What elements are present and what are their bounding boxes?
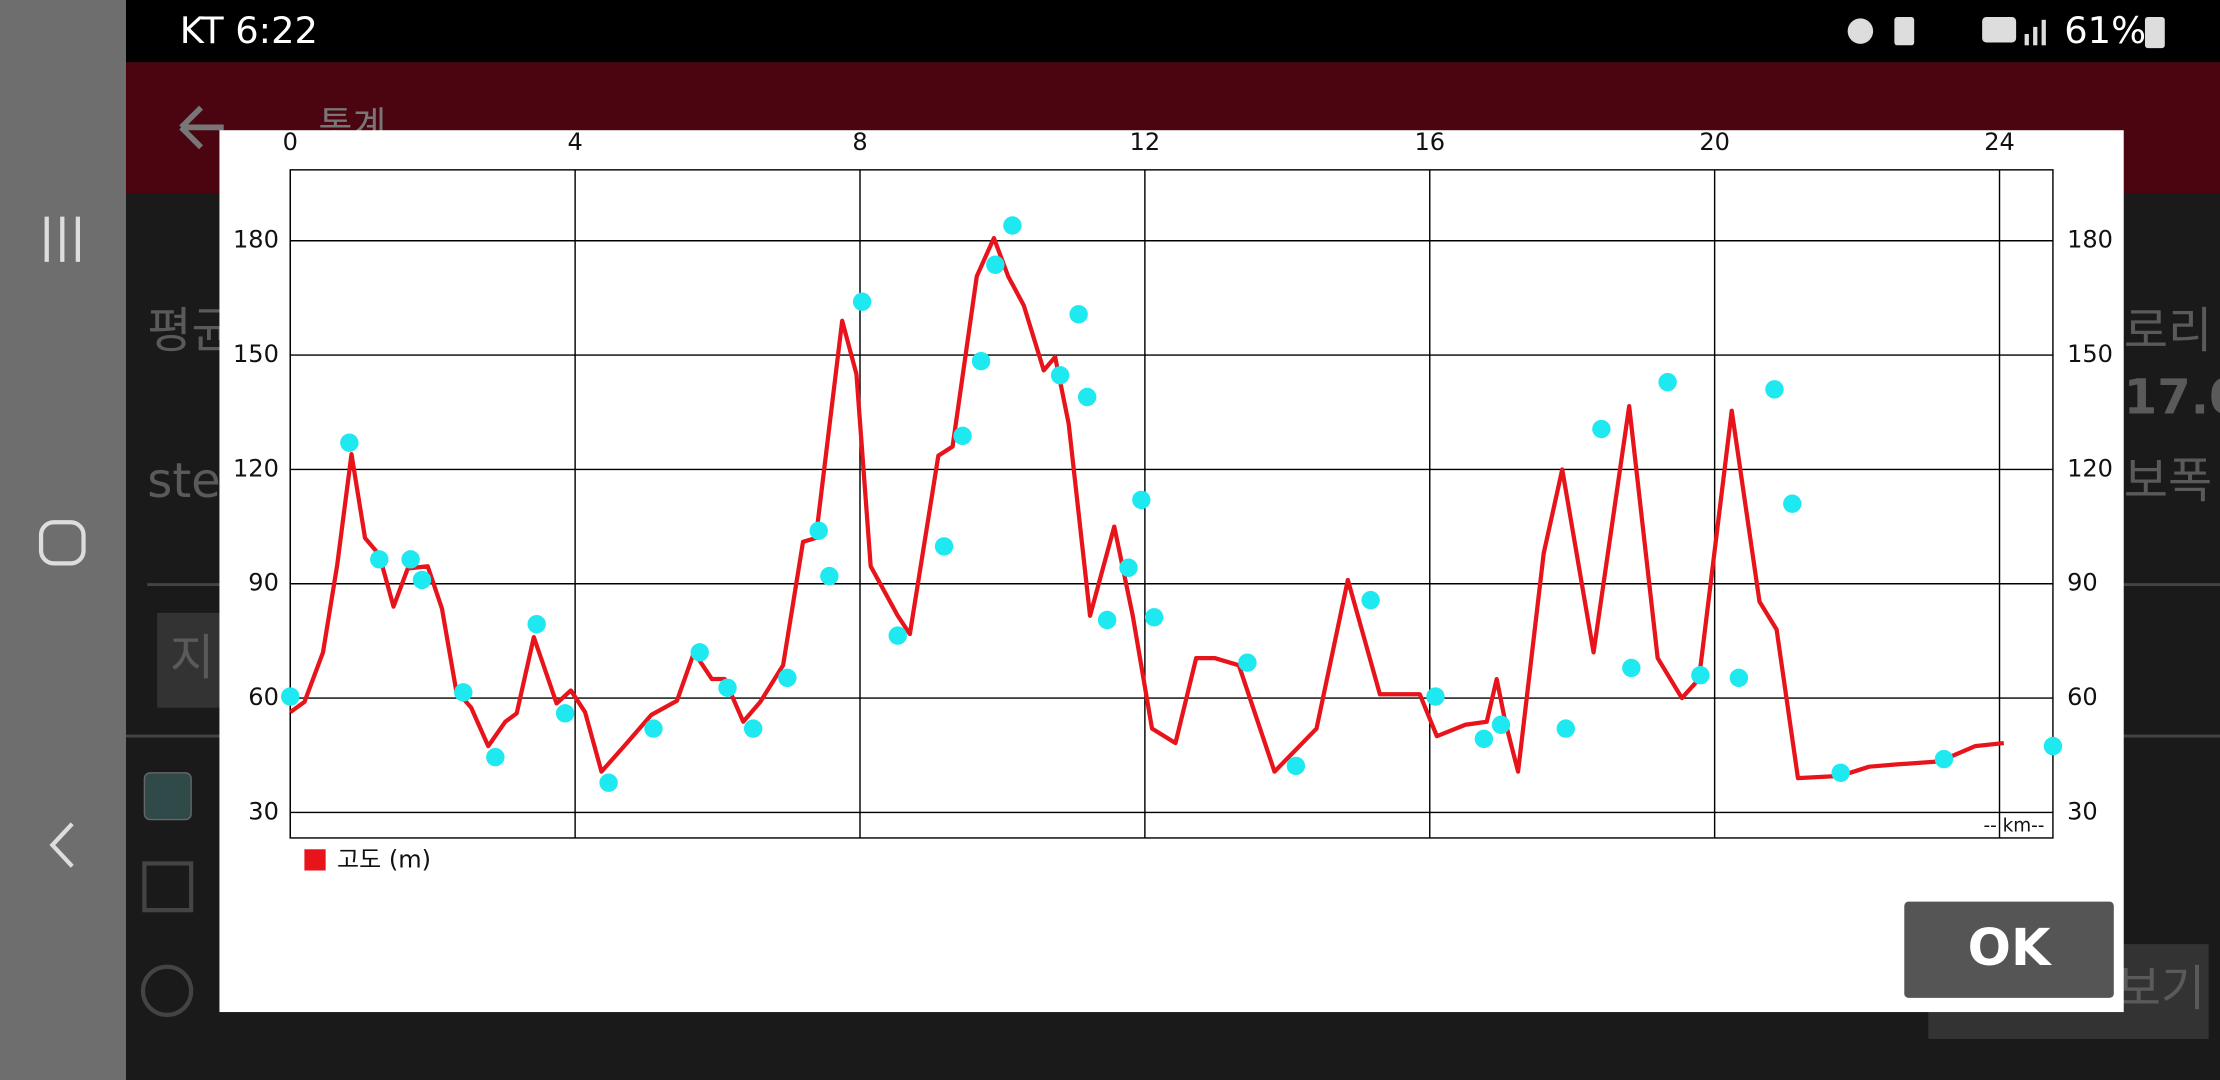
y-tick-label: 150: [233, 340, 279, 368]
bg-label: ste: [147, 453, 221, 509]
x-tick-label: 20: [1699, 128, 1730, 156]
chart: 0 4 8 12 16 20 24 30 30 60 60 90 90 120 120 150 150 180 18…: [233, 128, 2113, 874]
data-point: [2043, 736, 2063, 756]
data-point: [1132, 490, 1151, 510]
bg-checkbox: [142, 861, 194, 913]
data-point: [1050, 366, 1070, 385]
data-point: [401, 550, 420, 569]
data-point: [743, 719, 763, 738]
data-point: [1286, 756, 1306, 776]
data-point: [527, 614, 546, 634]
data-point: [1119, 558, 1138, 577]
status-icons: [1847, 16, 2165, 49]
home-button[interactable]: [38, 520, 86, 566]
data-point: [888, 626, 907, 645]
back-button[interactable]: [49, 822, 74, 868]
data-point: [454, 683, 473, 702]
x-tick-label: 12: [1130, 128, 1161, 156]
data-point: [1361, 590, 1380, 610]
data-point: [1783, 494, 1802, 513]
data-point: [986, 255, 1005, 274]
x-tick-label: 8: [852, 128, 867, 156]
data-point: [953, 426, 972, 446]
data-point: [1069, 305, 1088, 324]
data-point: [1622, 658, 1641, 678]
data-point: [281, 687, 300, 706]
y-tick-label: 180: [233, 226, 279, 254]
data-point: [971, 351, 991, 371]
data-point: [1238, 653, 1257, 672]
data-point: [1831, 763, 1850, 782]
nav-bar: [0, 0, 127, 1080]
legend-label: 고도 (m): [337, 846, 431, 874]
data-point: [486, 747, 505, 767]
data-point: [1144, 608, 1164, 627]
bg-checkbox: [143, 772, 192, 821]
data-point: [1691, 666, 1710, 685]
data-point: [1658, 372, 1677, 392]
bg-value: 17.0: [2124, 370, 2220, 426]
data-point: [1003, 216, 1022, 235]
data-point: [599, 773, 618, 792]
x-tick-label: 0: [283, 128, 298, 156]
y-tick-label: 90: [248, 569, 279, 597]
data-point: [809, 521, 828, 540]
y-tick-label-right: 60: [2067, 683, 2098, 711]
data-point: [1474, 729, 1494, 749]
y-tick-label-right: 150: [2067, 340, 2113, 368]
bg-label: 로리: [2124, 303, 2213, 359]
x-tick-label: 24: [1984, 128, 2015, 156]
dialog: [219, 130, 2124, 1013]
app-back-arrow[interactable]: [179, 105, 224, 150]
data-point: [370, 550, 389, 569]
ok-button[interactable]: [1904, 901, 2114, 998]
legend-swatch: [304, 849, 326, 871]
data-point: [1729, 668, 1749, 688]
elevation-line: [288, 235, 2005, 781]
data-point: [1491, 715, 1511, 734]
data-point: [1077, 387, 1097, 407]
bg-label: 보폭: [2124, 453, 2213, 509]
data-point: [555, 704, 575, 723]
data-point: [1426, 687, 1445, 706]
data-point: [852, 292, 872, 311]
data-point: [412, 570, 432, 590]
data-point: [718, 678, 737, 697]
bg-radio: [140, 964, 194, 1018]
carrier-time: KT 6:22: [180, 9, 318, 52]
data-point: [820, 566, 839, 586]
y-tick-label: 60: [248, 683, 279, 711]
y-tick-label: 30: [248, 797, 279, 825]
data-point: [690, 643, 709, 662]
data-point: [1097, 610, 1117, 630]
y-tick-label-right: 90: [2067, 569, 2098, 597]
y-tick-label-right: 180: [2067, 226, 2113, 254]
y-tick-label-right: 120: [2067, 454, 2113, 482]
data-point: [1592, 419, 1611, 439]
data-point: [1765, 380, 1784, 399]
data-point: [934, 537, 954, 556]
recent-apps-button[interactable]: [44, 216, 80, 262]
x-tick-label: 16: [1414, 128, 1445, 156]
bg-button-label: 보기: [2117, 961, 2206, 1017]
ok-button-label: OK: [1968, 919, 2053, 978]
data-point: [340, 433, 359, 452]
data-point: [1934, 749, 1954, 769]
x-tick-label: 4: [567, 128, 582, 156]
bg-label: 지: [170, 630, 214, 686]
axis-annotation: -- km--: [1983, 816, 2044, 837]
data-point: [644, 719, 663, 738]
data-point: [778, 668, 797, 688]
data-point: [1556, 719, 1575, 738]
battery-percent: 61%: [2064, 9, 2146, 52]
y-tick-label: 120: [233, 454, 279, 482]
y-tick-label-right: 30: [2067, 797, 2098, 825]
